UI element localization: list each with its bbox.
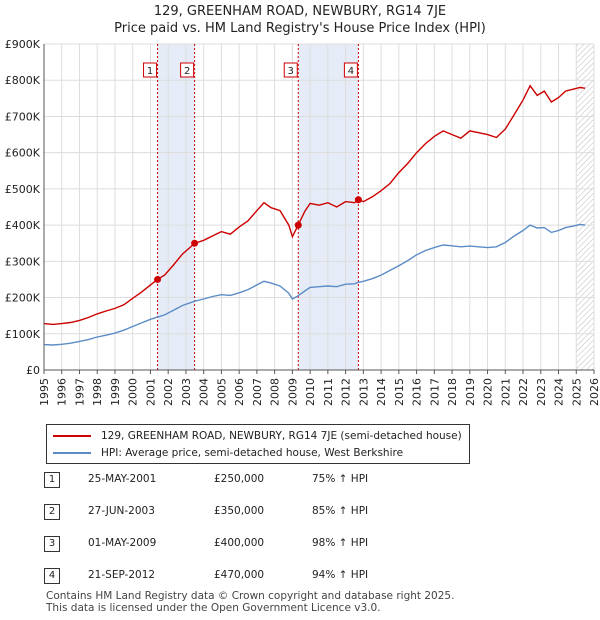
sale-hpi-change: 85% ↑ HPI	[312, 505, 369, 517]
y-tick-label: £500K	[5, 183, 41, 196]
x-tick-label: 1997	[73, 378, 86, 406]
y-tick-label: £0	[26, 364, 40, 377]
footer-copyright: Contains HM Land Registry data © Crown c…	[46, 590, 455, 602]
sale-point	[354, 196, 362, 204]
sale-row: 3 01-MAY-2009 £400,000 98% ↑ HPI	[44, 536, 444, 554]
sale-label-box	[283, 62, 298, 78]
x-tick-label: 2014	[375, 378, 388, 406]
property-price-line	[43, 84, 586, 326]
sale-date: 27-JUN-2003	[88, 505, 155, 517]
sale-price: £250,000	[214, 473, 265, 485]
x-tick-label: 1999	[109, 378, 122, 406]
x-tick-label: 2025	[570, 378, 583, 406]
sale-price: £400,000	[214, 537, 265, 549]
x-tick-label: 1996	[56, 378, 69, 406]
sale-price: £470,000	[214, 569, 265, 581]
footer-licence: This data is licensed under the Open Gov…	[46, 602, 381, 614]
chart-legend: 129, GREENHAM ROAD, NEWBURY, RG14 7JE (s…	[46, 424, 470, 464]
forecast-hatch	[576, 44, 594, 370]
y-tick-label: £600K	[5, 147, 41, 160]
x-tick-label: 2008	[269, 378, 282, 406]
x-tick-label: 2001	[144, 378, 157, 406]
sale-date: 25-MAY-2001	[88, 473, 157, 485]
sale-hpi-change: 75% ↑ HPI	[312, 473, 369, 485]
x-tick-label: 2018	[446, 378, 459, 406]
legend-swatch-hpi	[53, 452, 91, 454]
y-tick-label: £900K	[5, 38, 41, 51]
x-tick-label: 2023	[535, 378, 548, 406]
x-tick-label: 2009	[286, 378, 299, 406]
legend-label-property: 129, GREENHAM ROAD, NEWBURY, RG14 7JE (s…	[101, 430, 462, 442]
sale-point	[154, 275, 162, 283]
x-tick-label: 2003	[180, 378, 193, 406]
sale-price: £350,000	[214, 505, 265, 517]
x-tick-label: 2019	[464, 378, 477, 406]
x-tick-label: 2011	[322, 378, 335, 406]
y-tick-label: £400K	[5, 219, 41, 232]
sale-hpi-change: 98% ↑ HPI	[312, 537, 369, 549]
x-tick-label: 2006	[233, 378, 246, 406]
x-tick-label: 2016	[411, 378, 424, 406]
x-tick-label: 2026	[588, 378, 600, 406]
x-tick-label: 2021	[499, 378, 512, 406]
price-chart: £0 £100K £200K £300K £400K £500K £600K £700K £80…	[5, 38, 600, 406]
sale-number-badge: 1	[44, 472, 60, 488]
y-tick-label: £200K	[5, 292, 41, 305]
y-tick-label: £300K	[5, 255, 41, 268]
sale-label-number: 3	[288, 66, 294, 77]
x-tick-label: 2012	[340, 378, 353, 406]
sale-label-number: 1	[147, 66, 153, 77]
sale-label-number: 4	[348, 66, 354, 77]
y-tick-label: £700K	[5, 110, 41, 123]
x-tick-label: 1995	[38, 378, 51, 406]
x-tick-label: 2017	[428, 378, 441, 406]
sale-date: 01-MAY-2009	[88, 537, 157, 549]
sale-date: 21-SEP-2012	[88, 569, 156, 581]
x-tick-label: 2000	[127, 378, 140, 406]
sale-label-box	[143, 62, 158, 78]
x-tick-label: 1998	[91, 378, 104, 406]
x-tick-label: 2004	[198, 378, 211, 406]
sale-label-box	[180, 62, 195, 78]
x-tick-label: 2024	[553, 378, 566, 406]
sale-period-shade	[157, 44, 195, 370]
x-tick-label: 2002	[162, 378, 175, 406]
sale-number-badge: 4	[44, 568, 60, 584]
x-tick-label: 2013	[357, 378, 370, 406]
sale-number-badge: 2	[44, 504, 60, 520]
sale-label-number: 2	[184, 66, 190, 77]
x-tick-label: 2010	[304, 378, 317, 406]
sale-number-badge: 3	[44, 536, 60, 552]
x-tick-label: 2007	[251, 378, 264, 406]
y-tick-label: £800K	[5, 74, 41, 87]
sale-row: 2 27-JUN-2003 £350,000 85% ↑ HPI	[44, 504, 444, 522]
sale-hpi-change: 94% ↑ HPI	[312, 569, 369, 581]
sale-point	[294, 221, 302, 229]
sale-row: 4 21-SEP-2012 £470,000 94% ↑ HPI	[44, 568, 444, 586]
sale-row: 1 25-MAY-2001 £250,000 75% ↑ HPI	[44, 472, 444, 490]
legend-swatch-property	[53, 435, 91, 437]
chart-title: 129, GREENHAM ROAD, NEWBURY, RG14 7JE	[153, 4, 447, 19]
hpi-line	[43, 223, 586, 346]
sale-point	[191, 239, 199, 247]
x-tick-label: 2015	[393, 378, 406, 406]
x-tick-label: 2005	[215, 378, 228, 406]
x-tick-label: 2022	[517, 378, 530, 406]
sale-label-box	[343, 62, 358, 78]
x-tick-label: 2020	[482, 378, 495, 406]
y-tick-label: £100K	[5, 328, 41, 341]
legend-label-hpi: HPI: Average price, semi-detached house,…	[101, 447, 404, 459]
chart-subtitle: Price paid vs. HM Land Registry's House …	[114, 21, 486, 36]
